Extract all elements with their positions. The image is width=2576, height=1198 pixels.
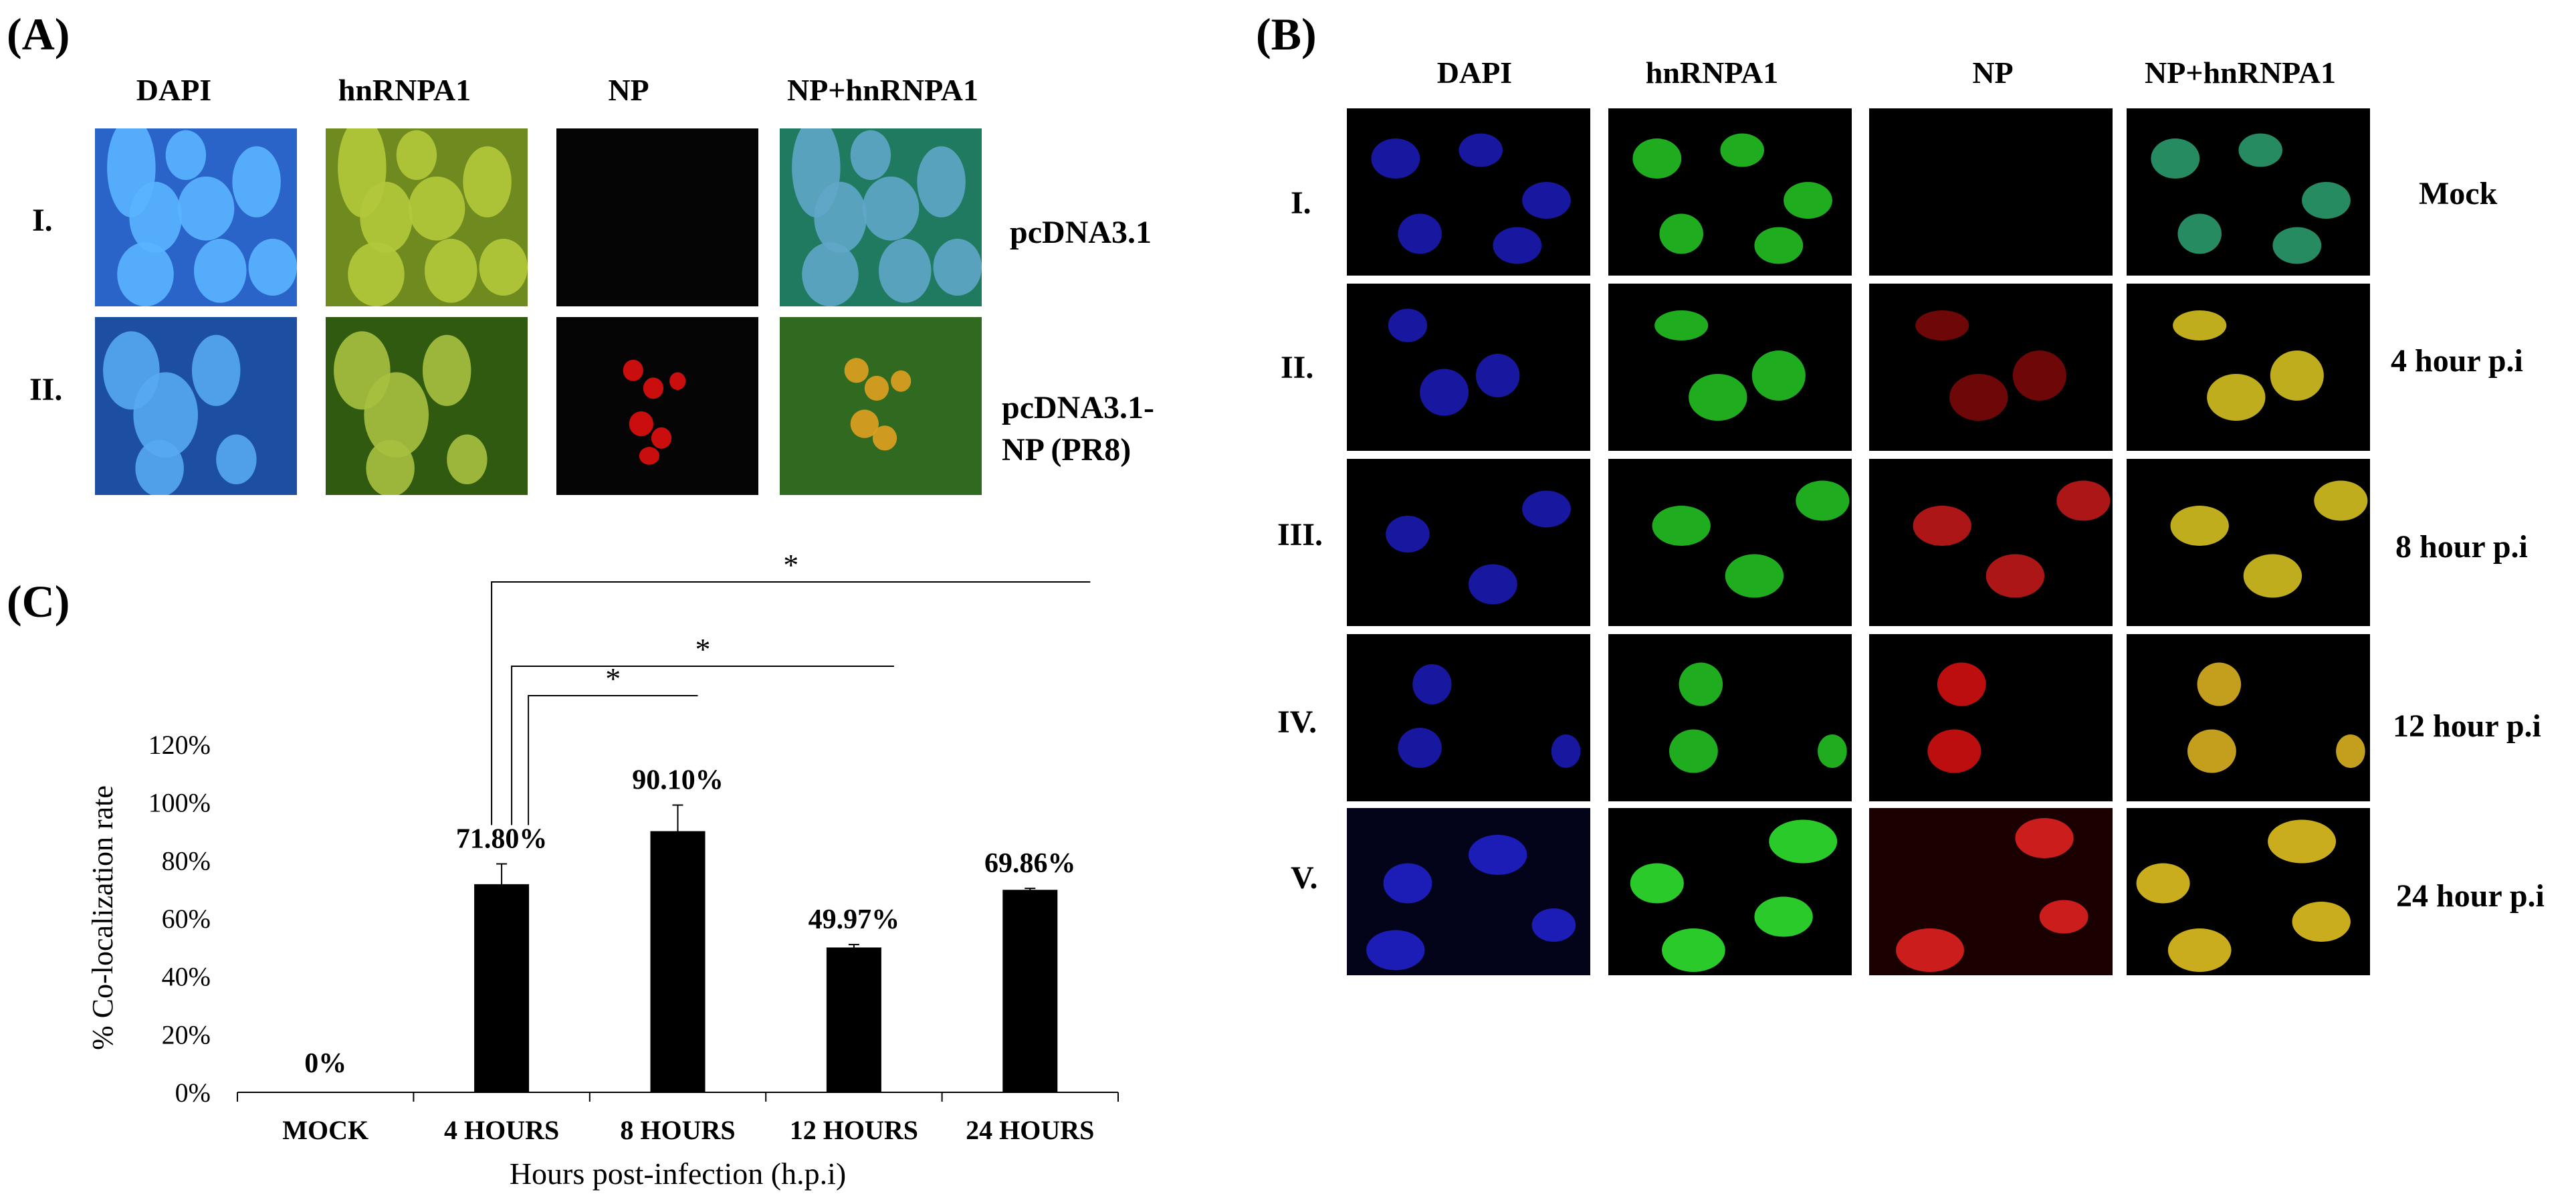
panel-b-image-np-2 — [1869, 284, 2113, 451]
panel-b-image-hnrnpa1-3 — [1608, 459, 1852, 626]
panel-a-image-np-1 — [556, 128, 758, 306]
panel-a-image-dapi-2 — [95, 317, 297, 495]
panel-b-row-label-2: II. — [1281, 350, 1314, 385]
panel-b-condition-4: 12 hour p.i — [2393, 708, 2541, 744]
significance-bracket-2 — [491, 581, 1091, 825]
panel-b-image-merge-4 — [2127, 634, 2370, 801]
y-tick-label-6: 120% — [148, 730, 211, 760]
panel-b-row-label-3: III. — [1277, 517, 1323, 553]
x-tick-label-0: MOCK — [282, 1115, 368, 1145]
panel-b-col-hnrnpa1: hnRNPA1 — [1645, 56, 1779, 90]
y-tick-label-2: 40% — [162, 962, 211, 992]
significance-star-1: * — [695, 632, 711, 666]
panel-b-image-np-3 — [1869, 459, 2113, 626]
panel-b-condition-5: 24 hour p.i — [2396, 878, 2545, 914]
panel-b-image-dapi-2 — [1347, 284, 1590, 451]
y-axis-label: % Co-localization rate — [86, 785, 119, 1050]
panel-a-image-hnrnpa1-1 — [326, 128, 528, 306]
panel-a-col-hnrnpa1: hnRNPA1 — [338, 73, 471, 107]
panel-a-image-merge-2 — [780, 317, 982, 495]
panel-b-image-dapi-3 — [1347, 459, 1590, 626]
x-axis-label: Hours post-infection (h.p.i) — [510, 1157, 846, 1191]
panel-a-row-label-1: I. — [32, 203, 53, 238]
y-tick-label-3: 60% — [162, 904, 211, 934]
panel-b-col-np: NP — [1972, 56, 2014, 90]
panel-a-image-hnrnpa1-2 — [326, 317, 528, 495]
x-tick-label-4: 24 HOURS — [966, 1115, 1094, 1145]
y-tick-label-4: 80% — [162, 845, 211, 876]
panel-a-col-np: NP — [608, 73, 649, 107]
panel-b-image-hnrnpa1-1 — [1608, 108, 1852, 276]
significance-star-2: * — [783, 548, 798, 582]
panel-b-row-label-4: IV. — [1277, 704, 1317, 740]
panel-b-image-merge-2 — [2127, 284, 2370, 451]
panel-b-letter: (B) — [1256, 9, 1317, 60]
panel-b-col-merge: NP+hnRNPA1 — [2144, 56, 2337, 90]
significance-bracket-0 — [528, 695, 698, 825]
panel-b-image-np-5 — [1869, 808, 2113, 975]
panel-b-image-np-4 — [1869, 634, 2113, 801]
x-tick-label-3: 12 HOURS — [790, 1115, 918, 1145]
panel-a-condition-2-line2: NP (PR8) — [1002, 432, 1132, 468]
value-label-2: 90.10% — [632, 765, 724, 796]
panel-b-image-dapi-5 — [1347, 808, 1590, 975]
panel-b-col-dapi: DAPI — [1436, 56, 1513, 90]
panel-a-condition-1: pcDNA3.1 — [1010, 215, 1152, 250]
value-label-1: 71.80% — [456, 824, 548, 855]
panel-b-image-np-1 — [1869, 108, 2113, 276]
panel-b-image-dapi-1 — [1347, 108, 1590, 276]
panel-a-letter: (A) — [7, 9, 70, 60]
y-tick-label-1: 20% — [162, 1019, 211, 1050]
panel-a-col-merge: NP+hnRNPA1 — [786, 73, 979, 107]
value-label-3: 49.97% — [809, 904, 900, 935]
panel-c-letter: (C) — [7, 576, 70, 627]
panel-b-image-merge-1 — [2127, 108, 2370, 276]
panel-b-condition-3: 8 hour p.i — [2395, 529, 2528, 565]
bar-1 — [474, 884, 530, 1092]
value-label-0: 0% — [304, 1048, 346, 1079]
panel-b-image-merge-3 — [2127, 459, 2370, 626]
y-tick-label-0: 0% — [175, 1078, 211, 1108]
panel-a-image-merge-1 — [780, 128, 982, 306]
panel-a-col-dapi: DAPI — [136, 73, 212, 107]
panel-b-row-label-1: I. — [1291, 185, 1311, 221]
panel-b-row-label-5: V. — [1291, 860, 1318, 896]
panel-b-image-dapi-4 — [1347, 634, 1590, 801]
y-tick-label-5: 100% — [148, 788, 211, 818]
significance-bracket-1 — [511, 666, 894, 825]
panel-b-condition-2: 4 hour p.i — [2391, 343, 2523, 379]
panel-a-image-dapi-1 — [95, 128, 297, 306]
panel-b-image-merge-5 — [2127, 808, 2370, 975]
panel-b-image-hnrnpa1-5 — [1608, 808, 1852, 975]
value-label-4: 69.86% — [984, 848, 1076, 879]
panel-b-image-hnrnpa1-4 — [1608, 634, 1852, 801]
panel-a-row-label-2: II. — [29, 372, 63, 407]
significance-star-0: * — [605, 662, 621, 696]
x-tick-label-1: 4 HOURS — [444, 1115, 559, 1145]
panel-b-image-hnrnpa1-2 — [1608, 284, 1852, 451]
x-tick-label-2: 8 HOURS — [620, 1115, 735, 1145]
bar-2 — [650, 831, 706, 1092]
bar-3 — [826, 947, 881, 1092]
bar-4 — [1002, 890, 1058, 1092]
panel-a-image-np-2 — [556, 317, 758, 495]
panel-a-condition-2-line1: pcDNA3.1- — [1002, 390, 1154, 425]
panel-b-condition-1: Mock — [2419, 176, 2498, 211]
